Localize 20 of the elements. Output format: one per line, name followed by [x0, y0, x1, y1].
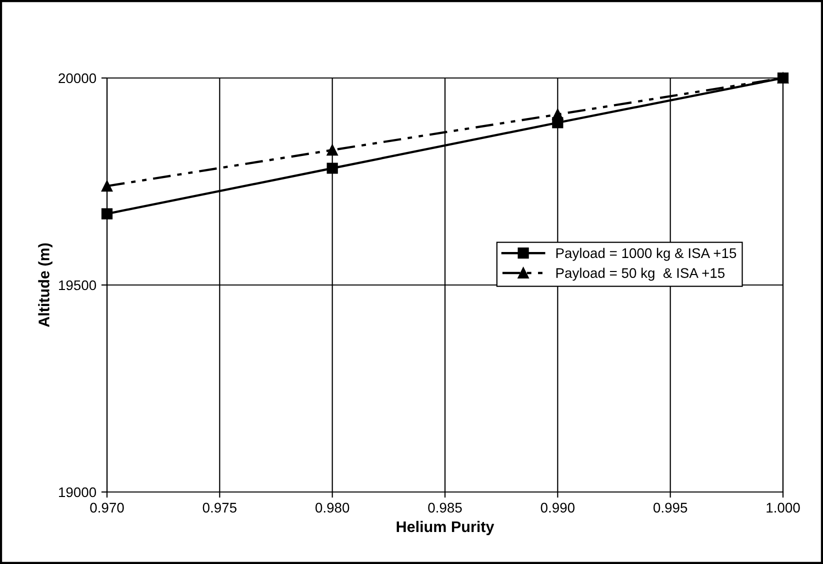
legend-label: Payload = 50 kg & ISA +15 [556, 268, 725, 281]
x-tick-label: 0.985 [428, 502, 462, 513]
y-tick-label: 20000 [58, 73, 96, 84]
x-tick-label: 0.975 [202, 502, 236, 513]
point [552, 117, 564, 128]
point [326, 162, 338, 174]
x-tick-label: 0.995 [654, 502, 688, 513]
point [326, 144, 338, 156]
point [101, 180, 113, 192]
y-axis-title: Altitude (m) [38, 243, 52, 328]
x-tick-label: 1.000 [766, 502, 800, 513]
y-tick-label: 19000 [59, 487, 96, 498]
x-tick-label: 0.980 [316, 502, 350, 513]
point [101, 208, 113, 220]
x-axis-title: Helium Purity [396, 520, 494, 536]
x-tick-label: 0.990 [540, 502, 575, 513]
y-tick-label: 19500 [59, 280, 96, 290]
x-tick-label: 0.970 [90, 502, 124, 513]
legend-label: Payload = 1000 kg & ISA +15 [556, 248, 736, 261]
point [777, 72, 789, 84]
